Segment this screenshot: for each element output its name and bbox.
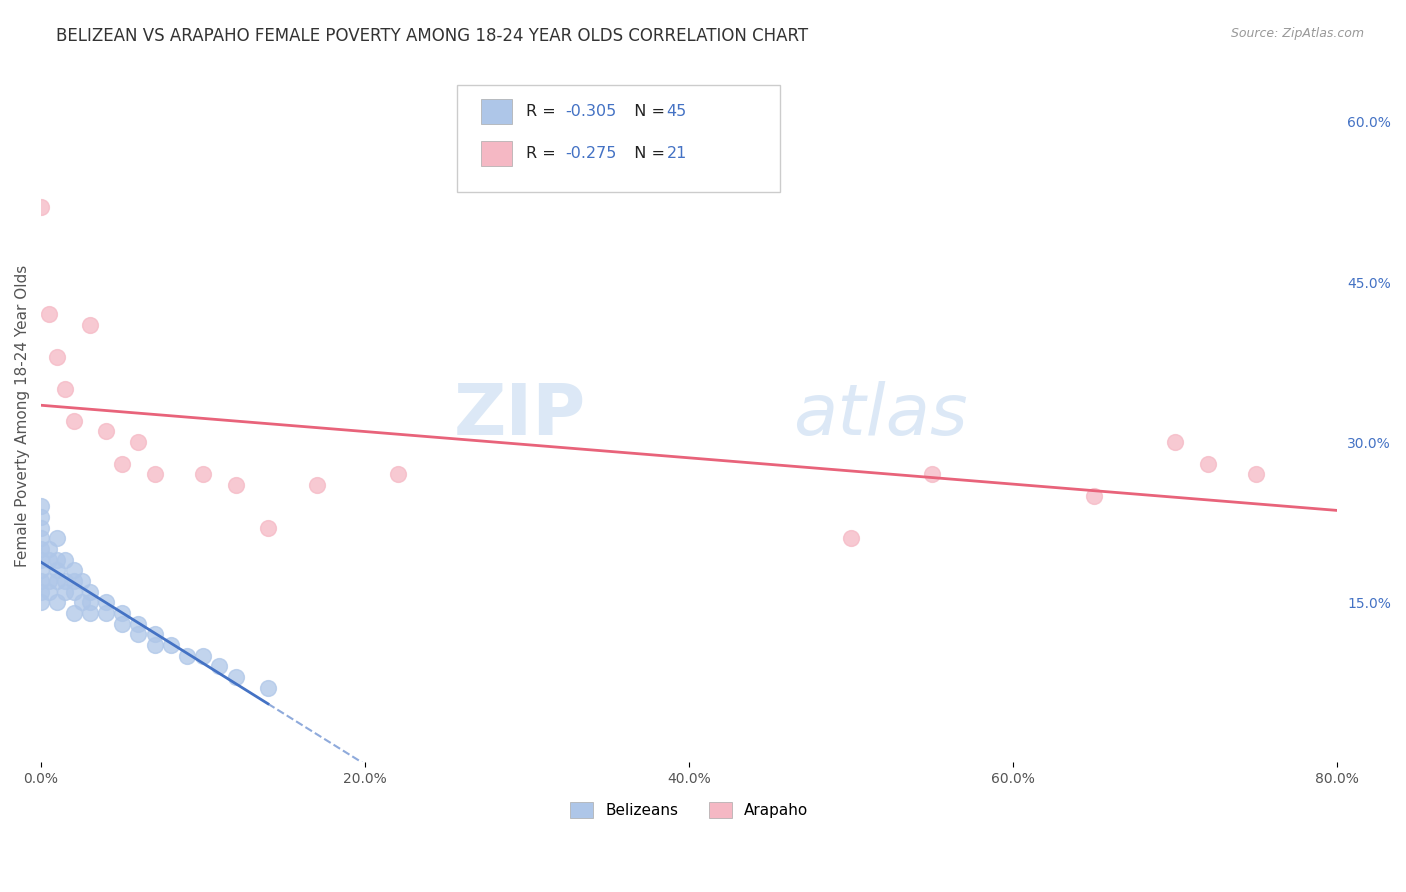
Y-axis label: Female Poverty Among 18-24 Year Olds: Female Poverty Among 18-24 Year Olds [15, 264, 30, 566]
Point [127, 627, 149, 641]
Point [30, 509, 52, 524]
Point [921, 467, 943, 482]
Point [79, 318, 101, 332]
Text: ZIP: ZIP [453, 381, 585, 450]
Point [30, 574, 52, 588]
Point [111, 606, 134, 620]
Point [159, 638, 181, 652]
Point [127, 435, 149, 450]
Text: 21: 21 [666, 146, 686, 161]
Point [1197, 457, 1219, 471]
Point [191, 467, 214, 482]
Point [143, 638, 166, 652]
Point [79, 595, 101, 609]
Legend: Belizeans, Arapaho: Belizeans, Arapaho [564, 796, 814, 824]
Text: BELIZEAN VS ARAPAHO FEMALE POVERTY AMONG 18-24 YEAR OLDS CORRELATION CHART: BELIZEAN VS ARAPAHO FEMALE POVERTY AMONG… [56, 27, 808, 45]
Point [1083, 489, 1105, 503]
Point [38, 307, 60, 321]
Point [46, 350, 69, 364]
Point [62, 563, 84, 577]
Point [257, 520, 280, 534]
Point [94, 595, 117, 609]
Point [55, 552, 77, 566]
Text: -0.275: -0.275 [565, 146, 617, 161]
Point [143, 627, 166, 641]
Point [191, 648, 214, 663]
Point [30, 520, 52, 534]
Point [94, 606, 117, 620]
Text: atlas: atlas [793, 381, 967, 450]
Text: Source: ZipAtlas.com: Source: ZipAtlas.com [1230, 27, 1364, 40]
Point [1164, 435, 1187, 450]
Point [79, 606, 101, 620]
Point [225, 478, 247, 492]
Point [143, 467, 166, 482]
Point [62, 574, 84, 588]
Point [30, 595, 52, 609]
Point [46, 595, 69, 609]
Point [46, 563, 69, 577]
Text: 45: 45 [666, 104, 686, 119]
Point [46, 574, 69, 588]
Point [387, 467, 409, 482]
Point [55, 382, 77, 396]
Point [30, 563, 52, 577]
Text: -0.305: -0.305 [565, 104, 616, 119]
Point [62, 606, 84, 620]
Point [111, 457, 134, 471]
Point [70, 574, 93, 588]
Text: R =: R = [526, 104, 561, 119]
Point [46, 531, 69, 545]
Point [225, 670, 247, 684]
Point [30, 541, 52, 556]
Text: N =: N = [624, 146, 671, 161]
Point [55, 574, 77, 588]
Point [257, 681, 280, 695]
Point [62, 414, 84, 428]
Point [30, 552, 52, 566]
Point [94, 425, 117, 439]
Point [305, 478, 328, 492]
Text: N =: N = [624, 104, 671, 119]
Text: R =: R = [526, 146, 561, 161]
Point [70, 595, 93, 609]
Point [38, 574, 60, 588]
Point [55, 584, 77, 599]
Point [62, 584, 84, 599]
Point [127, 616, 149, 631]
Point [38, 552, 60, 566]
Point [30, 531, 52, 545]
Point [1246, 467, 1268, 482]
Point [30, 500, 52, 514]
Point [176, 648, 198, 663]
Point [38, 541, 60, 556]
Point [46, 552, 69, 566]
Point [208, 659, 231, 673]
Point [79, 584, 101, 599]
Point [30, 584, 52, 599]
Point [111, 616, 134, 631]
Point [38, 584, 60, 599]
Point [30, 200, 52, 214]
Point [839, 531, 862, 545]
